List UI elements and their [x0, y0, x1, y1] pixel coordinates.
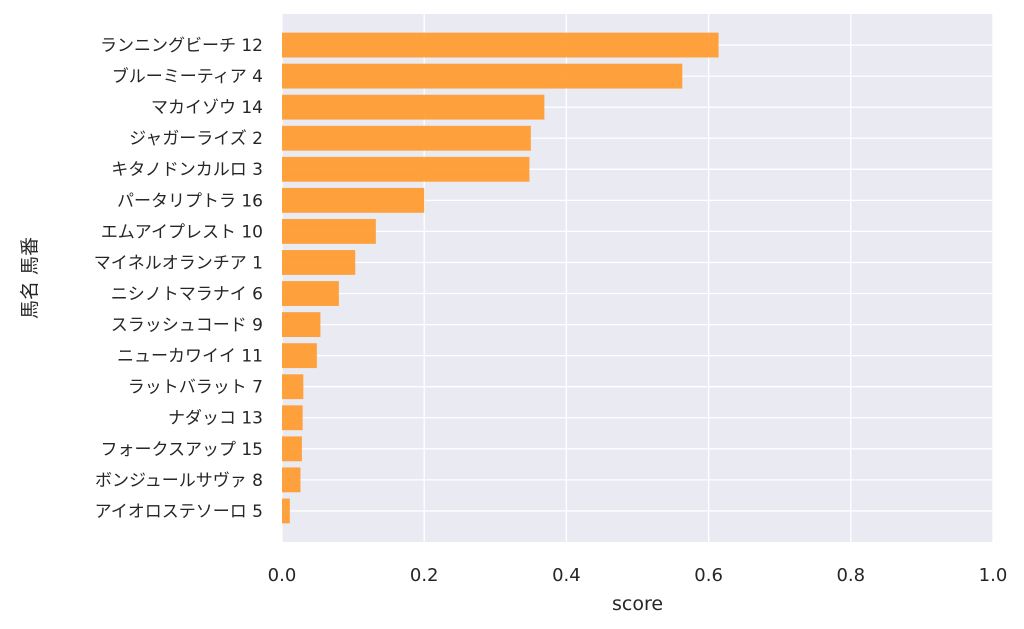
category-label: ニューカワイイ 11: [117, 347, 263, 367]
category-label: キタノドンカルロ 3: [111, 160, 263, 180]
bar: [282, 156, 530, 182]
bar: [282, 218, 376, 244]
category-label: マイネルオランチア 1: [94, 253, 263, 273]
x-tick-label: 1.0: [979, 565, 1008, 586]
bar: [282, 187, 425, 213]
bar: [282, 498, 290, 524]
category-label: ラットバラット 7: [128, 378, 263, 398]
bar: [282, 467, 301, 493]
bar: [282, 405, 303, 431]
category-label: ボンジュールサヴァ 8: [95, 471, 263, 491]
category-label: パータリプトラ 16: [117, 191, 263, 211]
x-tick-label: 0.4: [552, 565, 581, 586]
bar: [282, 63, 683, 89]
bar: [282, 312, 321, 338]
category-label: マカイゾウ 14: [151, 98, 263, 118]
bar: [282, 250, 356, 275]
bar: [282, 125, 531, 151]
category-label: ジャガーライズ 2: [129, 129, 263, 149]
category-label: ナダッコ 13: [168, 409, 263, 429]
plot-background: [282, 14, 993, 542]
bar: [282, 374, 304, 400]
bar: [282, 94, 545, 120]
bars: [282, 32, 719, 524]
category-label: フォークスアップ 15: [100, 440, 263, 460]
bar: [282, 281, 339, 306]
category-label: アイオロステソーロ 5: [95, 502, 263, 522]
category-label: エムアイプレスト 10: [101, 222, 263, 242]
x-tick-labels: 0.0 0.2 0.4 0.6 0.8 1.0: [268, 565, 1008, 586]
bar: [282, 436, 302, 462]
x-tick-label: 0.2: [410, 565, 439, 586]
x-tick-label: 0.6: [694, 565, 723, 586]
category-labels: ランニングビーチ 12 ブルーミーティア 4 マカイゾウ 14 ジャガーライズ 2 キタ…: [94, 36, 263, 522]
y-axis-title: 馬名 馬番: [19, 237, 41, 319]
x-tick-label: 0.0: [268, 565, 297, 586]
category-label: ブルーミーティア 4: [112, 66, 263, 87]
category-label: ニシノトマラナイ 6: [111, 284, 263, 304]
category-label: スラッシュコード 9: [111, 316, 263, 336]
x-tick-label: 0.8: [836, 565, 865, 586]
bar: [282, 343, 317, 369]
category-label: ランニングビーチ 12: [100, 36, 263, 56]
bar: [282, 32, 719, 58]
x-axis-title: score: [612, 593, 663, 615]
